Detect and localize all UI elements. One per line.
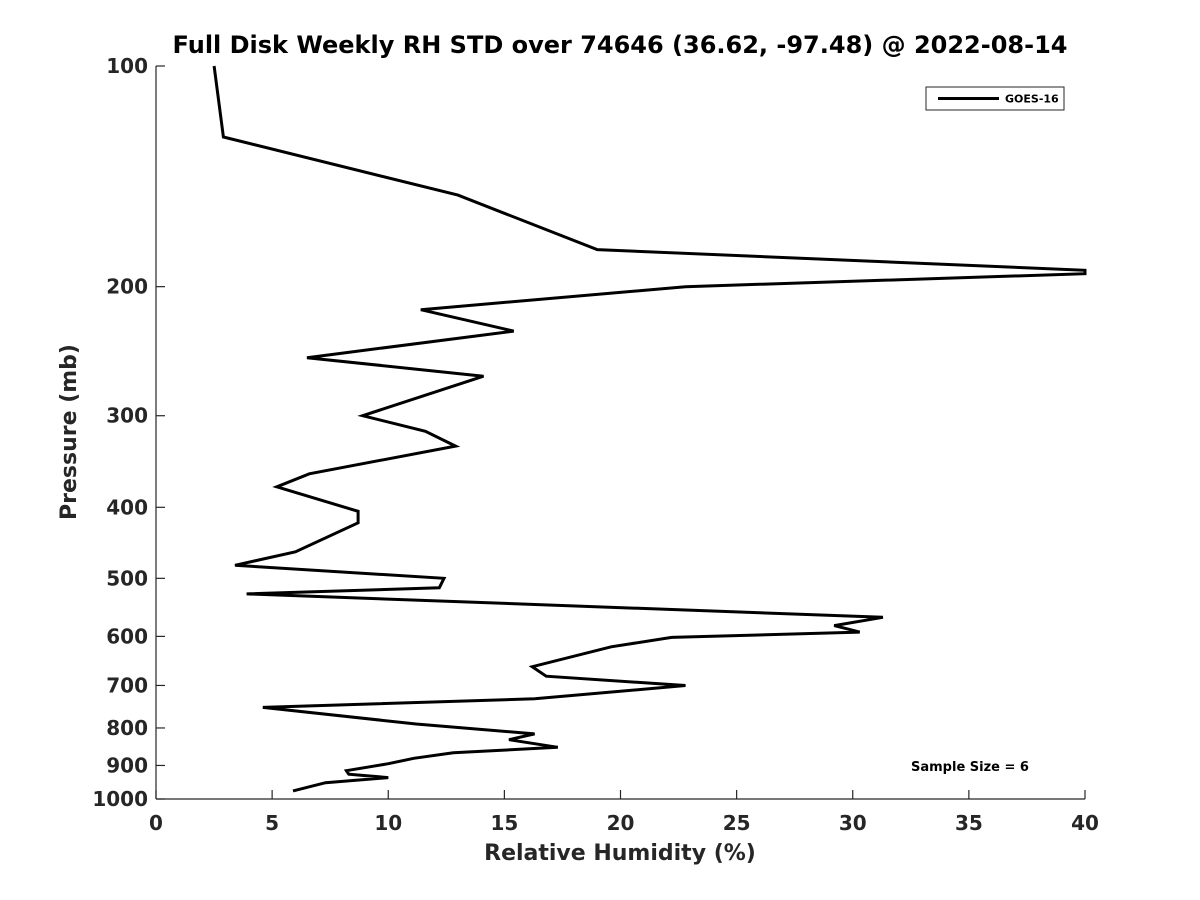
y-tick-label: 500 [106,566,148,590]
plot-area [156,66,1085,799]
sample-size-annotation: Sample Size = 6 [911,760,1029,775]
x-tick-label: 10 [374,811,402,835]
x-tick-label: 35 [955,811,983,835]
chart-title: Full Disk Weekly RH STD over 74646 (36.6… [173,31,1068,59]
y-tick-label: 200 [106,275,148,299]
x-tick-label: 20 [607,811,635,835]
legend: GOES-16 [925,86,1065,111]
x-tick-label: 15 [490,811,518,835]
y-tick-label: 1000 [92,787,148,811]
x-tick-label: 0 [149,811,163,835]
y-tick-label: 400 [106,495,148,519]
y-tick-label: 300 [106,404,148,428]
y-tick-label: 100 [106,54,148,78]
x-tick-label: 30 [839,811,867,835]
y-tick-label: 900 [106,753,148,777]
x-tick-label: 25 [723,811,751,835]
x-axis-label: Relative Humidity (%) [484,841,756,866]
y-tick-label: 700 [106,673,148,697]
y-tick-label: 600 [106,624,148,648]
x-tick-label: 5 [265,811,279,835]
y-axis-label: Pressure (mb) [57,344,82,520]
series-line-goes-16 [212,65,1087,793]
y-axis-ticks: 100 200 300 400 500 600 700 800 900 1000 [92,54,165,811]
x-axis-ticks: 0 5 10 15 20 25 30 35 40 [149,790,1099,835]
y-tick-label: 800 [106,716,148,740]
x-tick-label: 40 [1071,811,1099,835]
legend-label-goes-16: GOES-16 [1005,93,1059,106]
